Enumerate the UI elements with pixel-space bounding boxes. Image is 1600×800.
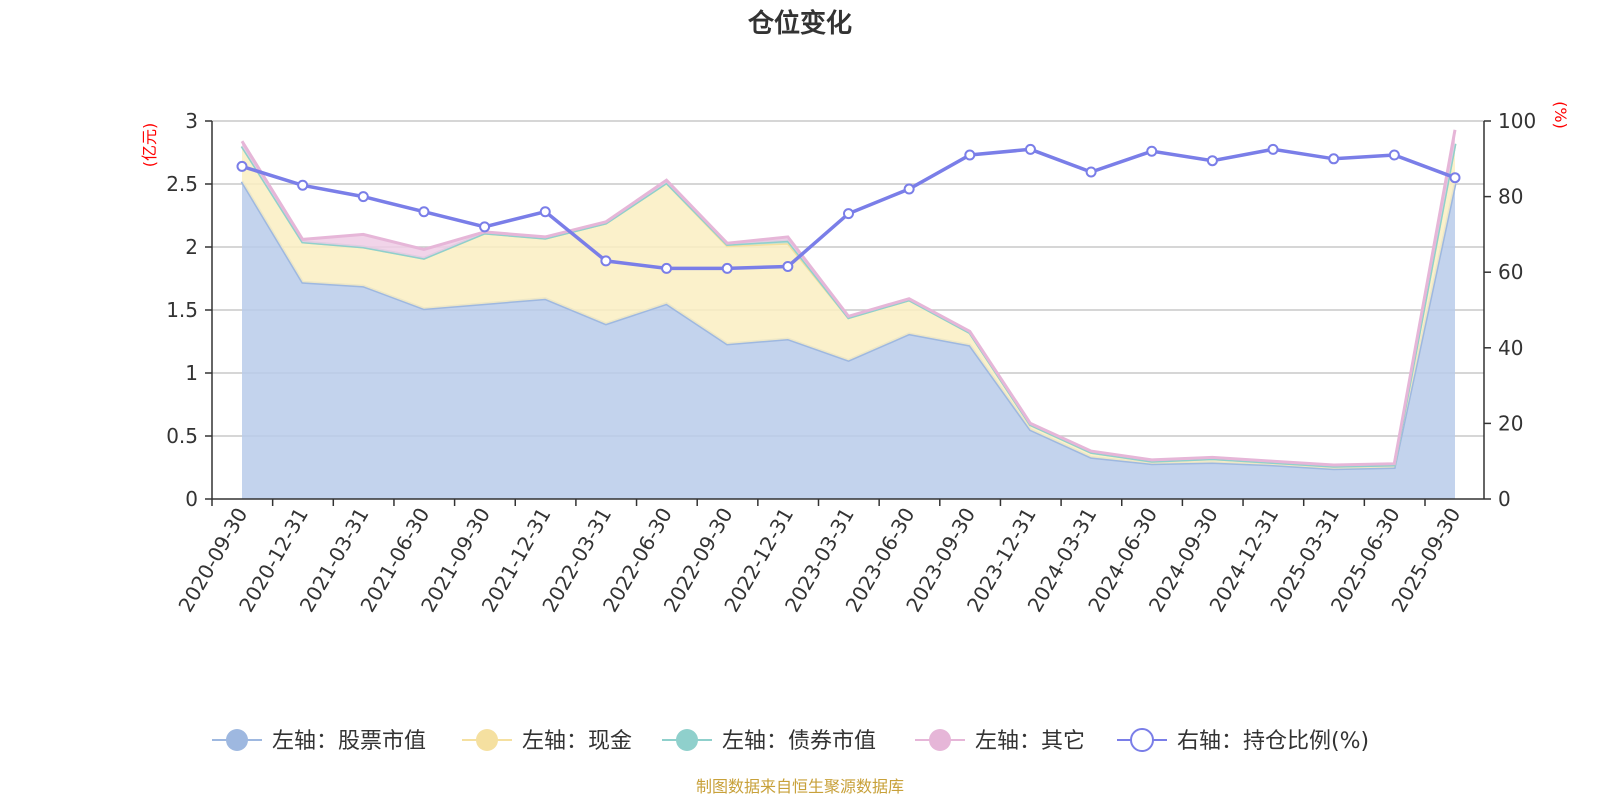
left-tick-label-1: 0.5 [166,424,198,448]
ratio-point-2 [357,191,369,203]
left-tick-label-5: 2.5 [166,172,198,196]
legend-symbol-dot-2 [676,729,698,751]
legend-label-2: 左轴：债券市值 [722,729,876,754]
right-tick-label-2: 40 [1498,336,1523,360]
ratio-point-3 [418,206,430,218]
ratio-point-12 [964,149,976,161]
ratio-point-0 [236,160,248,172]
ratio-point-18 [1328,153,1340,165]
left-axis-unit: (亿元) [140,123,159,168]
legend-label-0: 左轴：股票市值 [272,729,426,754]
area-series-0 [242,181,1455,499]
ratio-point-5 [539,206,551,218]
legend-label-1: 左轴：现金 [522,729,632,754]
ratio-point-8 [721,262,733,274]
right-tick-label-4: 80 [1498,185,1523,209]
legend-label-3: 左轴：其它 [975,729,1085,754]
area-series-line-3 [240,129,1457,467]
ratio-point-13 [1024,143,1036,155]
ratio-point-17 [1267,143,1279,155]
stacked-areas [240,129,1457,499]
chart-title: 仓位变化 [747,8,852,39]
right-axis-unit: (%) [1551,101,1570,129]
ratio-point-10 [843,208,854,220]
legend-symbol-dot-1 [476,729,498,751]
left-tick-label-2: 1 [185,361,198,385]
legend-symbol-dot-4 [1130,728,1154,752]
right-tick-label-3: 60 [1498,260,1523,284]
ratio-point-20 [1449,172,1461,184]
ratio-point-16 [1206,155,1218,167]
ratio-point-15 [1146,145,1158,157]
ratio-point-11 [903,183,915,195]
legend: 左轴：股票市值 左轴：现金 左轴：债券市值 左轴：其它 右轴：持仓比例(%) [212,728,1369,754]
data-source-note: 制图数据来自恒生聚源数据库 [696,777,904,796]
left-tick-label-4: 2 [185,235,198,259]
legend-symbol-dot-0 [226,729,248,751]
legend-label-4: 右轴：持仓比例(%) [1177,729,1369,754]
left-tick-label-3: 1.5 [166,298,198,322]
legend-symbol-dot-3 [929,729,951,751]
right-tick-label-0: 0 [1498,487,1511,511]
ratio-point-19 [1388,149,1400,161]
left-tick-label-6: 3 [185,109,198,133]
left-tick-label-0: 0 [185,487,198,511]
right-tick-label-5: 100 [1498,109,1536,133]
right-tick-label-1: 20 [1498,411,1523,435]
holding-ratio-line [236,143,1461,274]
ratio-point-7 [661,262,673,274]
ratio-point-14 [1085,166,1097,178]
ratio-point-9 [782,261,794,273]
ratio-point-4 [479,221,491,233]
ratio-point-1 [297,179,309,191]
ratio-point-6 [600,255,612,267]
